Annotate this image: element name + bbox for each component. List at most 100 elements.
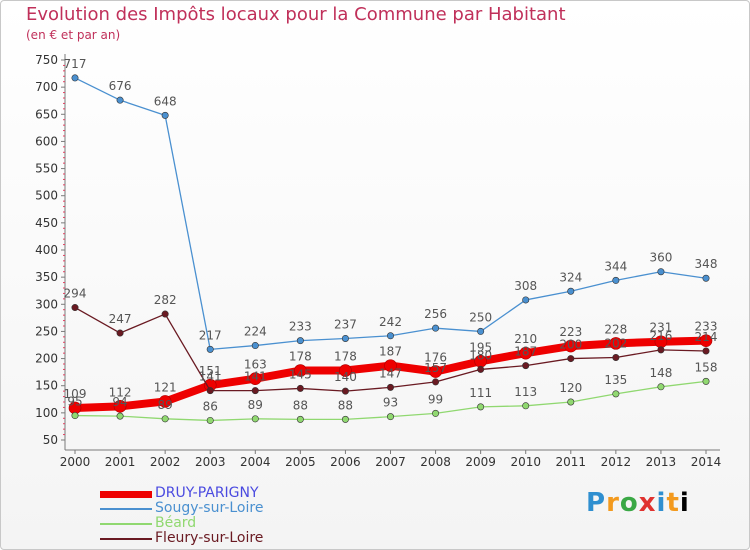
- data-label: 233: [289, 320, 312, 334]
- x-tick-label: 2011: [556, 455, 587, 469]
- x-tick-label: 2009: [465, 455, 496, 469]
- data-label: 324: [559, 270, 582, 284]
- x-tick-label: 2005: [285, 455, 316, 469]
- data-point: [71, 74, 79, 82]
- data-point: [339, 364, 352, 377]
- data-point: [386, 332, 394, 340]
- data-point: [206, 387, 214, 395]
- legend-label: Sougy-sur-Loire: [155, 500, 264, 516]
- data-label: 228: [604, 322, 627, 336]
- data-label: 94: [112, 395, 127, 409]
- data-label: 147: [379, 366, 402, 380]
- data-label: 200: [559, 338, 582, 352]
- x-tick-label: 2008: [420, 455, 451, 469]
- x-tick-label: 2004: [240, 455, 271, 469]
- data-point: [71, 304, 79, 312]
- data-label: 99: [428, 392, 443, 406]
- data-label: 210: [514, 332, 537, 346]
- data-label: 88: [293, 398, 308, 412]
- legend-label: Béard: [155, 515, 197, 531]
- data-label: 294: [64, 287, 87, 301]
- data-point: [161, 111, 169, 119]
- y-tick-label: 550: [35, 162, 58, 176]
- data-label: 648: [154, 94, 177, 108]
- data-point: [432, 378, 440, 386]
- data-point: [702, 274, 710, 282]
- data-label: 88: [338, 398, 353, 412]
- data-point: [161, 310, 169, 318]
- y-tick-label: 650: [35, 107, 58, 121]
- data-point: [116, 96, 124, 104]
- x-tick-label: 2002: [150, 455, 181, 469]
- y-tick-label: 600: [35, 134, 58, 148]
- data-label: 282: [154, 293, 177, 307]
- data-point: [294, 364, 307, 377]
- data-point: [612, 276, 620, 284]
- data-label: 163: [244, 358, 267, 372]
- data-label: 158: [695, 360, 718, 374]
- x-tick-label: 2007: [375, 455, 406, 469]
- data-point: [522, 296, 530, 304]
- data-label: 120: [559, 381, 582, 395]
- y-tick-label: 100: [35, 406, 58, 420]
- data-label: 217: [199, 328, 222, 342]
- data-label: 224: [244, 325, 267, 339]
- data-point: [564, 339, 578, 353]
- data-point: [158, 395, 172, 408]
- data-label: 151: [199, 364, 222, 378]
- y-tick-label: 500: [35, 189, 58, 203]
- data-label: 121: [154, 380, 177, 394]
- data-label: 140: [334, 370, 357, 384]
- x-tick-label: 2014: [691, 455, 722, 469]
- data-label: 112: [109, 385, 132, 399]
- data-label: 247: [109, 312, 132, 326]
- data-point: [567, 355, 575, 363]
- data-point: [702, 377, 710, 385]
- data-point: [341, 387, 349, 395]
- data-label: 216: [649, 329, 672, 343]
- data-point: [432, 324, 440, 332]
- data-point: [251, 387, 259, 395]
- data-point: [251, 342, 259, 350]
- data-point: [612, 390, 620, 398]
- data-label: 187: [514, 345, 537, 359]
- data-label: 195: [469, 340, 492, 354]
- data-label: 223: [559, 325, 582, 339]
- data-label: 111: [469, 386, 492, 400]
- data-point: [116, 412, 124, 420]
- data-label: 89: [158, 398, 173, 412]
- data-point: [567, 398, 575, 406]
- data-point: [522, 402, 530, 410]
- data-point: [657, 346, 665, 354]
- y-tick-label: 400: [35, 243, 58, 257]
- x-tick-label: 2006: [330, 455, 361, 469]
- data-point: [519, 346, 533, 360]
- data-point: [113, 400, 127, 413]
- data-label: 676: [109, 79, 132, 93]
- chart-subtitle: (en € et par an): [26, 28, 121, 42]
- data-point: [477, 327, 485, 335]
- data-label: 178: [334, 350, 357, 364]
- x-tick-label: 2012: [601, 455, 632, 469]
- data-point: [251, 415, 259, 423]
- data-label: 187: [379, 345, 402, 359]
- y-tick-label: 250: [35, 324, 58, 338]
- x-tick-label: 2013: [646, 455, 677, 469]
- legend-swatch: [100, 523, 152, 525]
- data-point: [206, 416, 214, 424]
- series-line-sougy-sur-loire: [74, 77, 707, 350]
- data-point: [384, 359, 397, 372]
- data-point: [161, 415, 169, 423]
- data-point: [699, 334, 713, 347]
- data-label: 344: [604, 259, 627, 273]
- data-label: 250: [469, 310, 492, 324]
- y-tick-label: 700: [35, 80, 58, 94]
- data-label: 93: [383, 396, 398, 410]
- data-point: [116, 329, 124, 337]
- legend-swatch: [100, 508, 152, 510]
- data-point: [296, 337, 304, 345]
- data-label: 148: [649, 366, 672, 380]
- y-tick-label: 750: [35, 53, 58, 67]
- data-label: 113: [514, 385, 537, 399]
- data-point: [612, 353, 620, 361]
